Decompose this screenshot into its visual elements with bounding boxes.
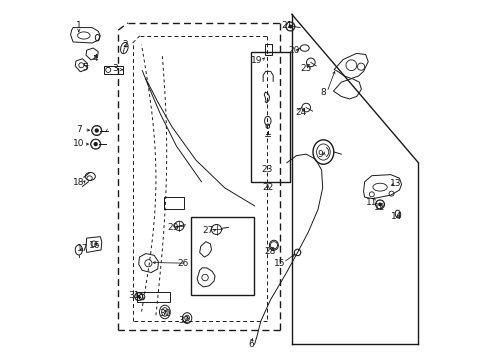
Bar	[264, 44, 272, 55]
Polygon shape	[86, 48, 98, 60]
Text: 1: 1	[76, 21, 81, 30]
Text: 19: 19	[251, 57, 262, 66]
Circle shape	[137, 295, 140, 298]
Text: 22: 22	[262, 183, 273, 192]
Circle shape	[377, 202, 381, 206]
Bar	[137, 292, 169, 302]
Text: 5: 5	[82, 63, 88, 72]
Text: 28: 28	[264, 247, 275, 256]
Text: 16: 16	[89, 241, 100, 250]
Bar	[250, 52, 289, 182]
Text: 20: 20	[288, 46, 299, 55]
Bar	[104, 66, 122, 74]
Text: 17: 17	[77, 244, 89, 253]
Polygon shape	[197, 268, 215, 287]
Text: 15: 15	[273, 259, 285, 268]
Text: 11: 11	[366, 198, 377, 207]
Text: 26: 26	[178, 259, 189, 268]
Circle shape	[288, 24, 292, 28]
Polygon shape	[70, 28, 100, 43]
Text: 24: 24	[295, 108, 306, 117]
Polygon shape	[86, 237, 102, 252]
Text: 27: 27	[202, 226, 213, 235]
Circle shape	[93, 142, 98, 146]
Text: 23: 23	[261, 165, 272, 174]
Text: 18: 18	[73, 178, 84, 187]
Text: 14: 14	[390, 212, 402, 221]
Text: 21: 21	[281, 21, 293, 30]
Text: 8: 8	[320, 87, 325, 96]
Bar	[163, 197, 183, 210]
Text: 9: 9	[316, 150, 322, 159]
Text: 12: 12	[373, 203, 384, 212]
Text: 6: 6	[247, 340, 253, 349]
Text: 31: 31	[128, 291, 140, 300]
Text: 3: 3	[112, 64, 117, 73]
Polygon shape	[139, 253, 158, 273]
Text: 32: 32	[178, 316, 189, 325]
Bar	[191, 217, 254, 296]
Text: 10: 10	[73, 139, 84, 148]
Text: 4: 4	[93, 54, 98, 63]
Polygon shape	[333, 78, 361, 99]
Circle shape	[94, 129, 99, 133]
Text: 29: 29	[167, 223, 179, 232]
Text: 30: 30	[159, 309, 170, 318]
Polygon shape	[363, 175, 401, 199]
Polygon shape	[333, 53, 367, 78]
Polygon shape	[199, 242, 211, 257]
Text: 7: 7	[76, 125, 81, 134]
Text: 13: 13	[389, 179, 401, 188]
Polygon shape	[75, 59, 87, 72]
Text: 2: 2	[122, 40, 128, 49]
Text: 25: 25	[300, 64, 311, 73]
